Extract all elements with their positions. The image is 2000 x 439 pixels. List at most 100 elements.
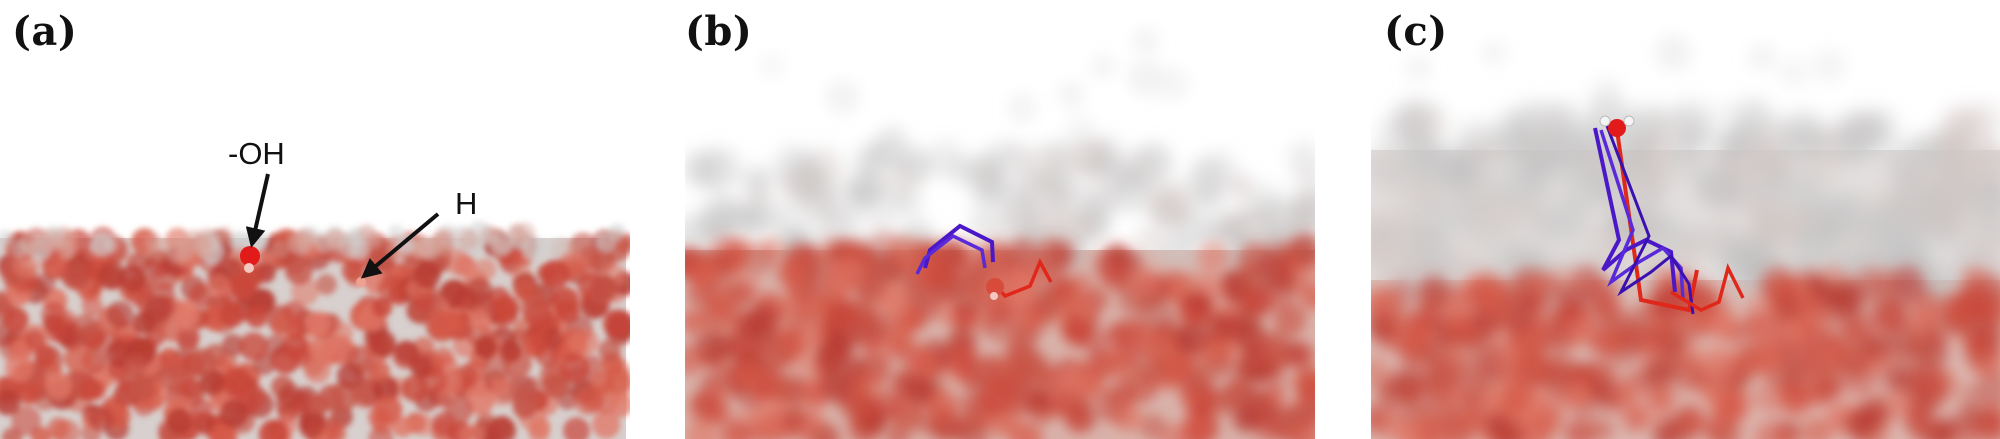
atom-particle xyxy=(325,423,347,439)
atom-particle xyxy=(317,384,345,412)
atom-particle xyxy=(488,376,509,397)
atom-particle xyxy=(176,241,197,262)
atom-particle xyxy=(1467,358,1499,390)
atom-particle xyxy=(1273,303,1307,337)
surface-snapshot-c xyxy=(1371,35,2000,439)
atom-particle xyxy=(1887,211,1926,250)
atom-particle xyxy=(815,339,848,372)
atom-particle xyxy=(1528,97,1555,124)
atom-particle xyxy=(1734,340,1769,375)
atom-particle xyxy=(177,331,199,353)
atom-particle xyxy=(1749,44,1775,70)
atom-particle xyxy=(547,238,565,256)
atom-particle xyxy=(1114,403,1144,433)
atom-particle xyxy=(524,301,553,330)
atom-particle xyxy=(1061,315,1091,344)
atom-particle xyxy=(1585,277,1619,311)
atom-particle xyxy=(1420,356,1455,391)
atom-particle xyxy=(574,387,602,416)
atom-particle xyxy=(1144,329,1180,365)
panel-c: (c) xyxy=(1371,0,2000,439)
atom-particle xyxy=(1658,324,1692,358)
atom-particle xyxy=(1649,384,1677,412)
atom-particle xyxy=(499,339,521,361)
atom-particle xyxy=(1198,241,1229,271)
atom-particle xyxy=(298,413,325,439)
atom-particle xyxy=(1564,418,1595,439)
atom-particle xyxy=(1882,367,1908,393)
atom-particle xyxy=(1941,110,1980,149)
h-arrow xyxy=(360,212,440,279)
atom-particle xyxy=(222,367,253,398)
atom-particle xyxy=(33,273,56,295)
atom-particle xyxy=(219,302,245,328)
atom-particle xyxy=(926,389,959,422)
atom-particle xyxy=(1723,385,1753,415)
atom-particle xyxy=(270,240,290,259)
atom-particle xyxy=(1012,257,1044,289)
atom-particle xyxy=(819,370,853,404)
atom-particle xyxy=(1405,174,1443,212)
atom-particle xyxy=(1778,111,1826,159)
atom-particle xyxy=(1590,79,1623,112)
atom-particle xyxy=(853,394,881,422)
atom-particle xyxy=(41,301,67,328)
atom-particle xyxy=(1066,135,1109,178)
atom-particle xyxy=(742,165,774,197)
atom-particle xyxy=(888,236,922,270)
atom-particle xyxy=(1909,294,1940,326)
atom-particle xyxy=(395,340,418,364)
atom-particle xyxy=(80,378,103,401)
atom-particle xyxy=(0,389,21,416)
atom-particle xyxy=(776,259,804,287)
atom-particle xyxy=(687,390,722,425)
atom-particle xyxy=(987,140,1022,174)
atom-particle xyxy=(1247,396,1279,428)
atom-particle xyxy=(1100,260,1131,291)
atom-particle xyxy=(1065,114,1096,144)
atom-particle xyxy=(979,380,1016,416)
atom-particle xyxy=(945,154,976,185)
atom-particle xyxy=(1927,189,1974,237)
atom-particle xyxy=(1083,287,1109,313)
atom-particle xyxy=(465,277,493,305)
atom-particle xyxy=(1786,173,1828,215)
atom-particle xyxy=(1371,286,1401,321)
atom-particle xyxy=(245,306,268,328)
atom-particle xyxy=(544,374,569,399)
atom-particle xyxy=(216,226,233,243)
atom-particle xyxy=(180,377,202,400)
atom-particle xyxy=(413,261,441,289)
atom-particle xyxy=(1478,385,1506,413)
atom-particle xyxy=(1616,323,1643,351)
atom-particle xyxy=(270,312,299,340)
atom-particle xyxy=(1483,41,1506,64)
atom-particle xyxy=(1889,266,1925,302)
atom-particle xyxy=(3,307,29,333)
atom-particle xyxy=(598,339,621,362)
atom-particle xyxy=(1225,172,1256,202)
atom-particle xyxy=(1548,328,1577,357)
atom-particle xyxy=(1018,301,1045,328)
h-annotation: H xyxy=(455,186,478,221)
atom-particle xyxy=(513,278,537,302)
atom-particle xyxy=(11,405,42,436)
atom-particle xyxy=(1397,399,1425,427)
atom-particle xyxy=(193,237,213,257)
atom-particle xyxy=(229,231,249,251)
atom-particle xyxy=(589,275,619,305)
atom-particle xyxy=(304,356,331,384)
atom-particle xyxy=(412,414,435,436)
atom-particle xyxy=(971,354,1006,389)
atom-particle xyxy=(1471,135,1504,168)
atom-particle xyxy=(541,259,570,289)
atom-particle xyxy=(341,259,364,282)
atom-particle xyxy=(1700,171,1733,204)
red-trajectory-c2 xyxy=(1670,263,1745,312)
atom-particle xyxy=(1484,411,1511,438)
oh-annotation: -OH xyxy=(228,136,285,171)
oxygen-atom xyxy=(240,246,260,266)
atom-particle xyxy=(1065,406,1093,434)
atom-particle xyxy=(34,344,57,368)
atom-particle xyxy=(512,222,536,246)
